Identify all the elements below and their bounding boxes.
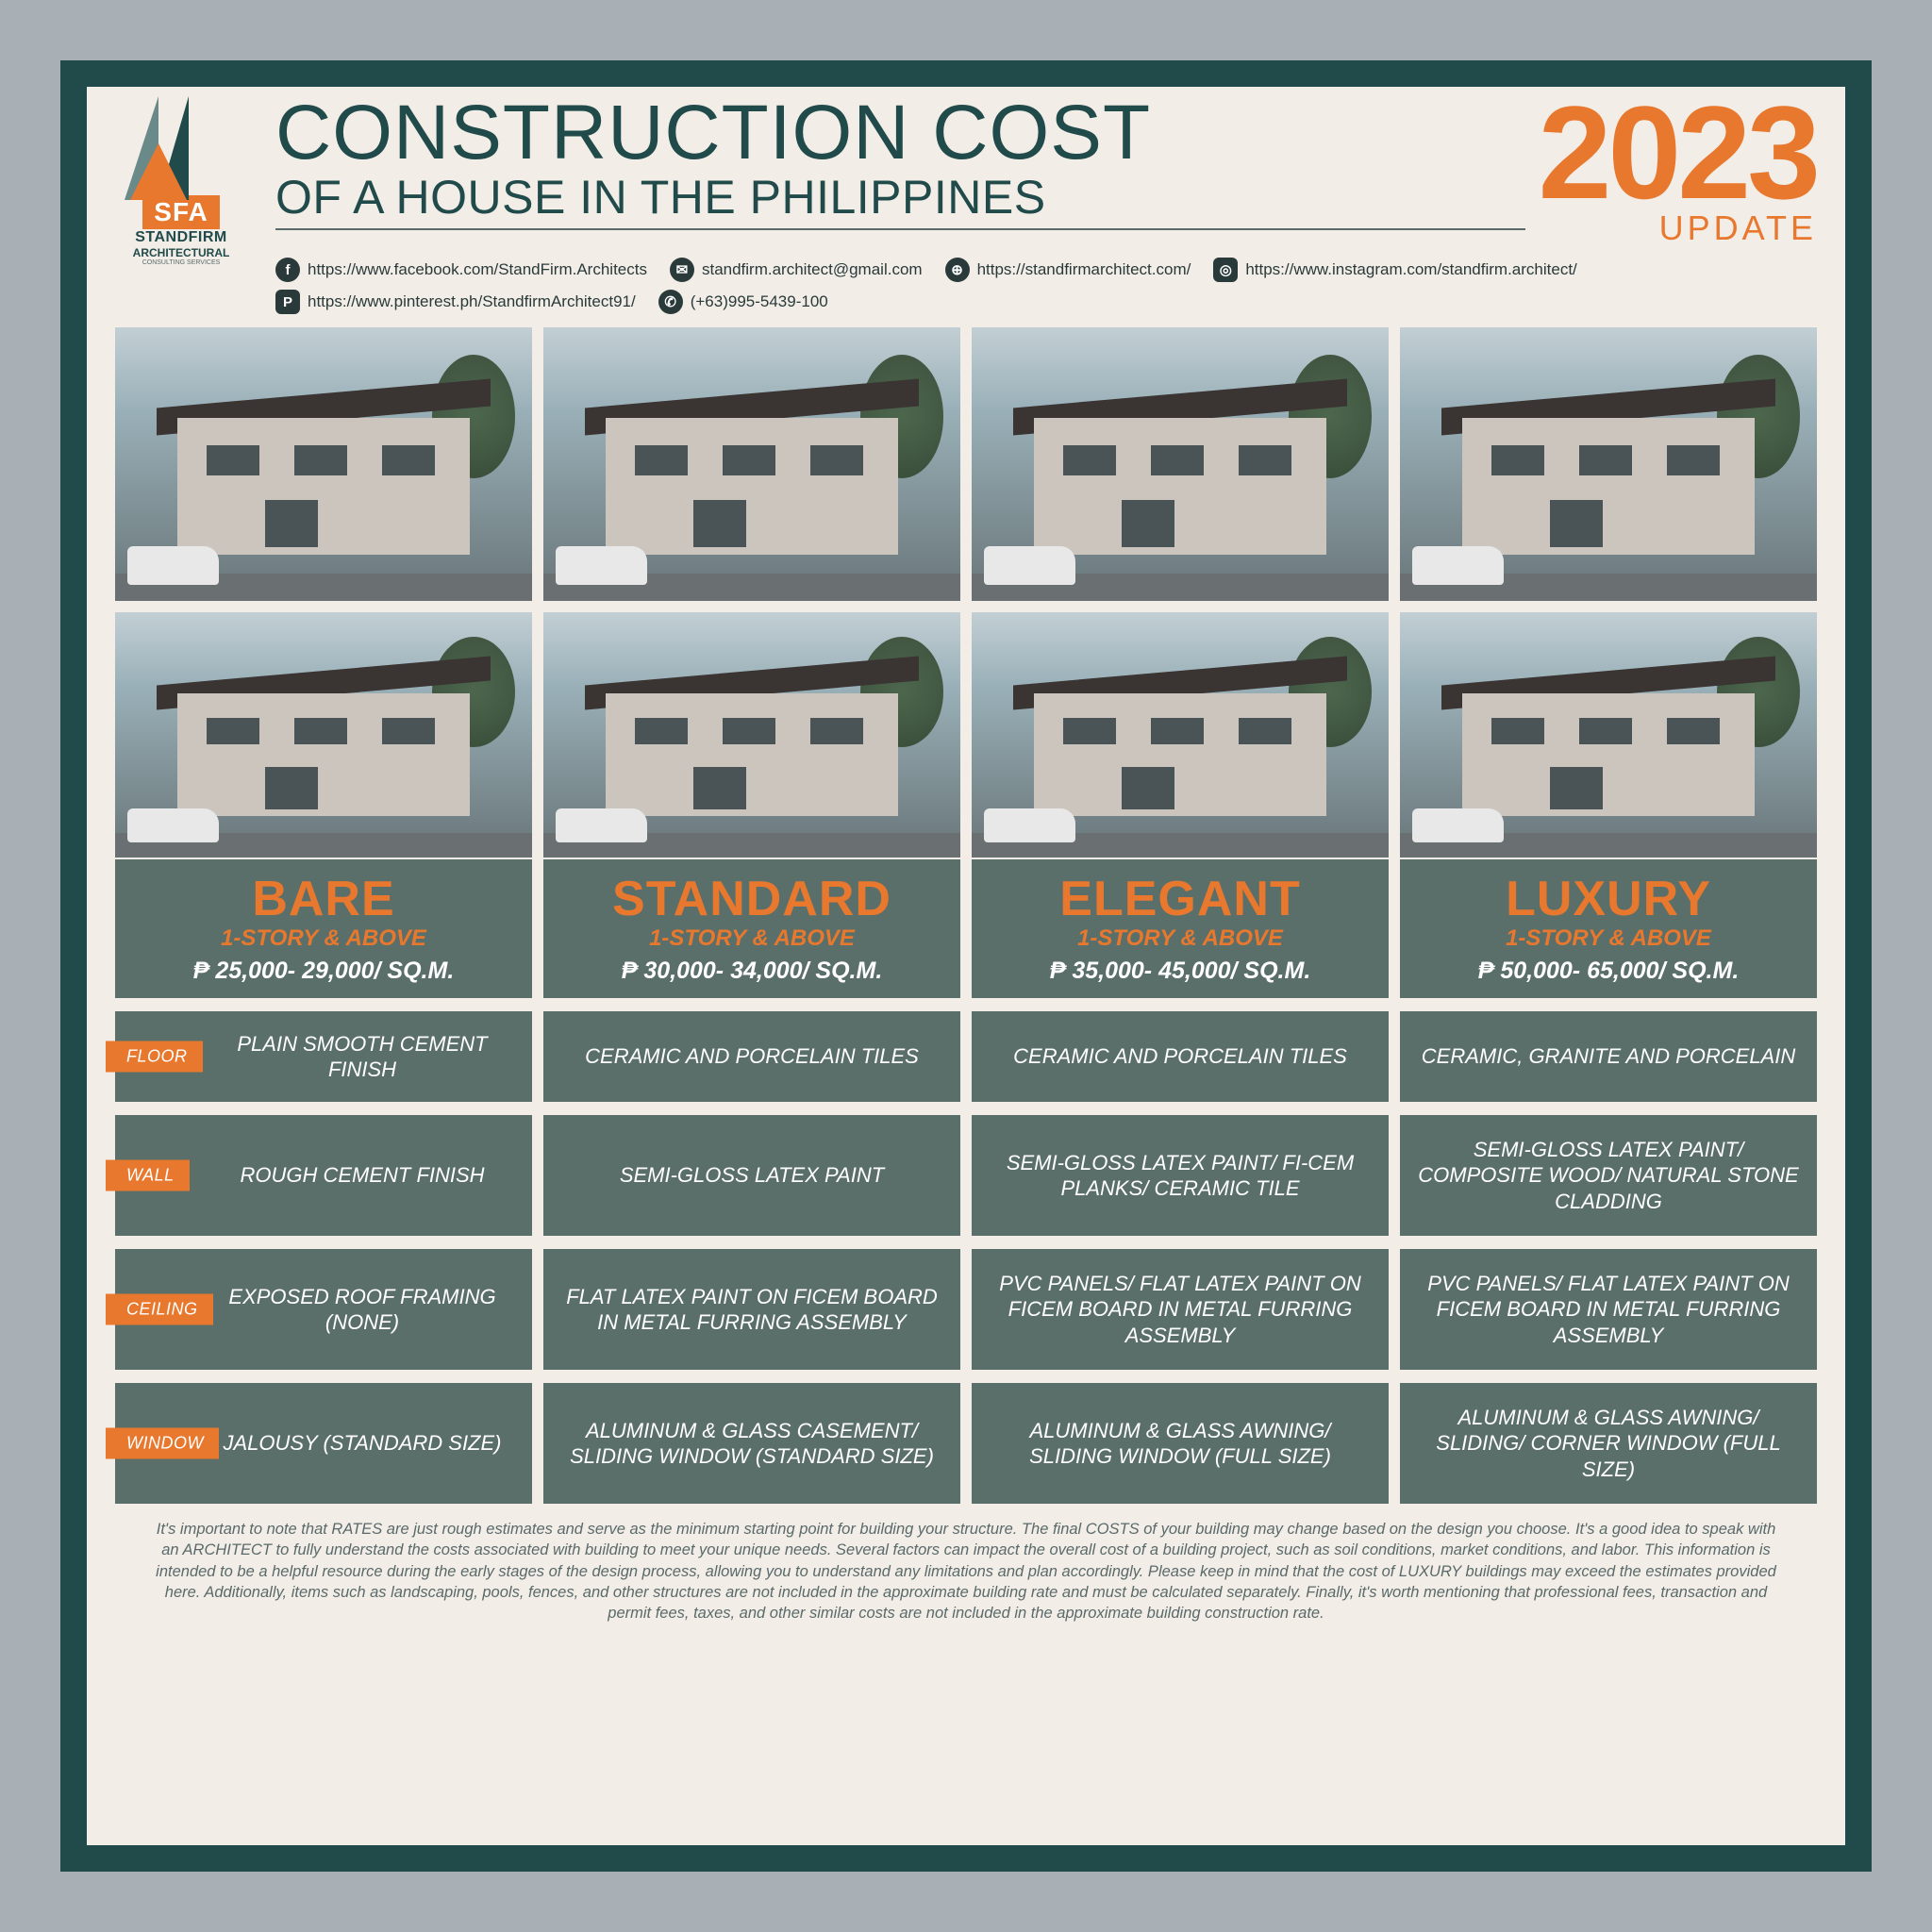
spec-label: WINDOW xyxy=(106,1428,219,1459)
logo-name: STANDFIRM xyxy=(135,229,227,246)
contact-icon: ⊕ xyxy=(945,258,970,282)
contact-item[interactable]: ⊕ https://standfirmarchitect.com/ xyxy=(945,258,1191,282)
contact-item[interactable]: ✉ standfirm.architect@gmail.com xyxy=(670,258,923,282)
contact-item[interactable]: ✆ (+63)995-5439-100 xyxy=(658,290,828,314)
house-render xyxy=(972,612,1389,858)
logo: SFA STANDFIRM ARCHITECTURAL CONSULTING S… xyxy=(106,96,257,266)
contact-icon: ✆ xyxy=(658,290,683,314)
tier-header: STANDARD 1-STORY & ABOVE ₱ 30,000- 34,00… xyxy=(543,859,960,998)
house-render xyxy=(1400,327,1817,601)
spec-cell: PVC PANELS/ FLAT LATEX PAINT ON FICEM BO… xyxy=(972,1249,1389,1370)
tier-titles-row: BARE 1-STORY & ABOVE ₱ 25,000- 29,000/ S… xyxy=(115,859,1817,998)
outer-frame: SFA STANDFIRM ARCHITECTURAL CONSULTING S… xyxy=(60,60,1872,1872)
contact-text: https://www.instagram.com/standfirm.arch… xyxy=(1245,260,1576,279)
tier-story: 1-STORY & ABOVE xyxy=(1406,925,1811,952)
house-render xyxy=(115,612,532,858)
spec-row: FLOORPLAIN SMOOTH CEMENT FINISHCERAMIC A… xyxy=(115,1011,1817,1102)
house-render xyxy=(543,327,960,601)
tier-story: 1-STORY & ABOVE xyxy=(977,925,1383,952)
spec-cell: ALUMINUM & GLASS AWNING/ SLIDING/ CORNER… xyxy=(1400,1383,1817,1504)
house-render xyxy=(115,327,532,601)
contact-icon: f xyxy=(275,258,300,282)
header: SFA STANDFIRM ARCHITECTURAL CONSULTING S… xyxy=(87,87,1845,314)
contact-item[interactable]: Phttps://www.pinterest.ph/StandfirmArchi… xyxy=(275,290,636,314)
spec-cell: ALUMINUM & GLASS CASEMENT/ SLIDING WINDO… xyxy=(543,1383,960,1504)
spec-cell: CERAMIC AND PORCELAIN TILES xyxy=(543,1011,960,1102)
tier-price: ₱ 30,000- 34,000/ SQ.M. xyxy=(549,958,955,985)
title-block: CONSTRUCTION COST OF A HOUSE IN THE PHIL… xyxy=(275,96,1817,314)
inner-panel: SFA STANDFIRM ARCHITECTURAL CONSULTING S… xyxy=(87,87,1845,1845)
spec-label: FLOOR xyxy=(106,1041,203,1073)
contact-item[interactable]: f https://www.facebook.com/StandFirm.Arch… xyxy=(275,258,647,282)
contact-text: https://www.facebook.com/StandFirm.Archi… xyxy=(308,260,647,279)
spec-label: WALL xyxy=(106,1160,190,1191)
spec-cell: SEMI-GLOSS LATEX PAINT/ COMPOSITE WOOD/ … xyxy=(1400,1115,1817,1236)
contact-text: (+63)995-5439-100 xyxy=(691,292,828,311)
contact-text: standfirm.architect@gmail.com xyxy=(702,260,923,279)
spec-cell: FLAT LATEX PAINT ON FICEM BOARD IN METAL… xyxy=(543,1249,960,1370)
tier-name: BARE xyxy=(121,874,526,924)
tier-story: 1-STORY & ABOVE xyxy=(121,925,526,952)
tier-price: ₱ 25,000- 29,000/ SQ.M. xyxy=(121,958,526,985)
contact-text: https://www.pinterest.ph/StandfirmArchit… xyxy=(308,292,636,311)
tier-price: ₱ 35,000- 45,000/ SQ.M. xyxy=(977,958,1383,985)
spec-cell: SEMI-GLOSS LATEX PAINT xyxy=(543,1115,960,1236)
logo-shape xyxy=(125,96,238,199)
tier-name: LUXURY xyxy=(1406,874,1811,924)
spec-cell: SEMI-GLOSS LATEX PAINT/ FI-CEM PLANKS/ C… xyxy=(972,1115,1389,1236)
tier-story: 1-STORY & ABOVE xyxy=(549,925,955,952)
spec-cell: PVC PANELS/ FLAT LATEX PAINT ON FICEM BO… xyxy=(1400,1249,1817,1370)
house-render xyxy=(1400,612,1817,858)
spec-row: WINDOWJALOUSY (STANDARD SIZE)ALUMINUM & … xyxy=(115,1383,1817,1504)
spec-cell: ALUMINUM & GLASS AWNING/ SLIDING WINDOW … xyxy=(972,1383,1389,1504)
tier-name: STANDARD xyxy=(549,874,955,924)
spec-cell: CERAMIC AND PORCELAIN TILES xyxy=(972,1011,1389,1102)
spec-row: WALLROUGH CEMENT FINISHSEMI-GLOSS LATEX … xyxy=(115,1115,1817,1236)
contact-icon: P xyxy=(275,290,300,314)
logo-sub2: CONSULTING SERVICES xyxy=(142,259,221,266)
contact-icon: ◎ xyxy=(1213,258,1238,282)
logo-badge: SFA xyxy=(142,195,219,229)
contacts: f https://www.facebook.com/StandFirm.Arch… xyxy=(275,258,1817,314)
title-line2: OF A HOUSE IN THE PHILIPPINES xyxy=(275,170,1525,230)
tier-name: ELEGANT xyxy=(977,874,1383,924)
house-images-row2 xyxy=(115,612,1817,858)
contact-icon: ✉ xyxy=(670,258,694,282)
house-render xyxy=(543,612,960,858)
disclaimer: It's important to note that RATES are ju… xyxy=(115,1504,1817,1641)
tier-price: ₱ 50,000- 65,000/ SQ.M. xyxy=(1406,958,1811,985)
tier-header: ELEGANT 1-STORY & ABOVE ₱ 35,000- 45,000… xyxy=(972,859,1389,998)
house-render xyxy=(972,327,1389,601)
logo-sub: ARCHITECTURAL xyxy=(133,246,230,259)
contact-text: https://standfirmarchitect.com/ xyxy=(977,260,1191,279)
tier-header: LUXURY 1-STORY & ABOVE ₱ 50,000- 65,000/… xyxy=(1400,859,1817,998)
title-line1: CONSTRUCTION COST xyxy=(275,96,1525,170)
contact-item[interactable]: ◎ https://www.instagram.com/standfirm.arc… xyxy=(1213,258,1576,282)
main-grid: BARE 1-STORY & ABOVE ₱ 25,000- 29,000/ S… xyxy=(87,314,1845,1845)
tier-header: BARE 1-STORY & ABOVE ₱ 25,000- 29,000/ S… xyxy=(115,859,532,998)
title-year: 2023 xyxy=(1539,96,1817,208)
spec-label: CEILING xyxy=(106,1294,213,1325)
spec-cell: CERAMIC, GRANITE AND PORCELAIN xyxy=(1400,1011,1817,1102)
house-images-row1 xyxy=(115,327,1817,601)
spec-row: CEILINGEXPOSED ROOF FRAMING (NONE)FLAT L… xyxy=(115,1249,1817,1370)
